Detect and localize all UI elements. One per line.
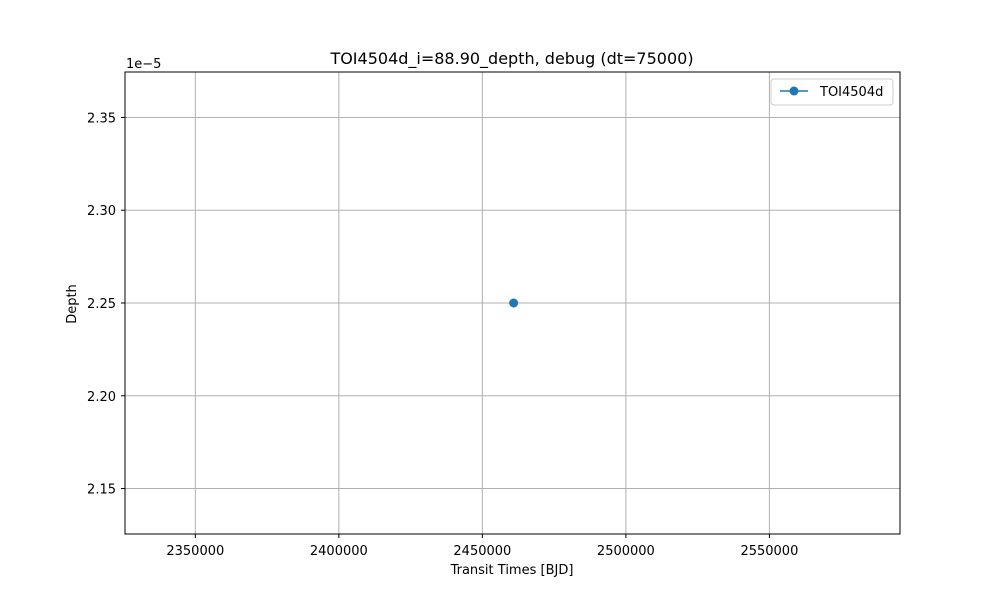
x-tick-label: 2400000 [310, 544, 368, 559]
x-axis: 2350000 2400000 2450000 2500000 2550000 [166, 534, 798, 559]
chart-title: TOI4504d_i=88.90_depth, debug (dt=75000) [329, 49, 693, 69]
legend: TOI4504d [770, 78, 894, 106]
x-tick-label: 2350000 [166, 544, 224, 559]
x-tick-label: 2450000 [453, 544, 511, 559]
legend-box [770, 78, 894, 106]
x-axis-title: Transit Times [BJD] [450, 563, 574, 578]
y-offset-label: 1e−5 [126, 57, 161, 72]
x-tick-label: 2500000 [597, 544, 655, 559]
y-tick-label: 2.25 [87, 297, 116, 312]
y-tick-label: 2.30 [87, 204, 116, 219]
legend-label: TOI4504d [819, 85, 883, 100]
y-tick-label: 2.20 [87, 390, 116, 405]
grid [125, 72, 900, 534]
legend-marker [789, 86, 799, 96]
y-tick-label: 2.35 [87, 111, 116, 126]
y-axis: 2.15 2.20 2.25 2.30 2.35 [87, 111, 125, 498]
y-axis-title: Depth [65, 284, 80, 324]
y-tick-label: 2.15 [87, 483, 116, 498]
data-point [509, 298, 519, 308]
x-tick-label: 2550000 [740, 544, 798, 559]
series-layer [509, 298, 519, 308]
